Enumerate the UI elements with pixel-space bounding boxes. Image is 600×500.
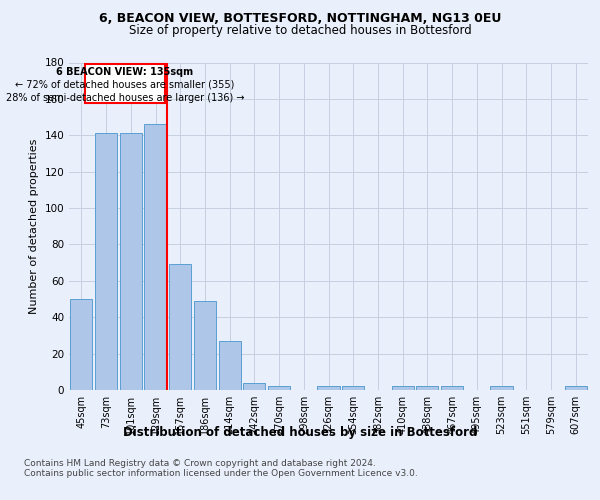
Bar xyxy=(416,386,439,390)
Bar xyxy=(194,301,216,390)
Text: ← 72% of detached houses are smaller (355): ← 72% of detached houses are smaller (35… xyxy=(15,80,235,90)
Bar xyxy=(441,386,463,390)
Bar xyxy=(317,386,340,390)
Bar xyxy=(268,386,290,390)
FancyBboxPatch shape xyxy=(85,64,164,102)
Bar xyxy=(95,134,117,390)
Text: Contains public sector information licensed under the Open Government Licence v3: Contains public sector information licen… xyxy=(24,470,418,478)
Bar xyxy=(243,382,265,390)
Bar xyxy=(490,386,512,390)
Text: Contains HM Land Registry data © Crown copyright and database right 2024.: Contains HM Land Registry data © Crown c… xyxy=(24,458,376,468)
Y-axis label: Number of detached properties: Number of detached properties xyxy=(29,138,39,314)
Bar xyxy=(119,134,142,390)
Text: 28% of semi-detached houses are larger (136) →: 28% of semi-detached houses are larger (… xyxy=(5,92,244,102)
Text: 6 BEACON VIEW: 135sqm: 6 BEACON VIEW: 135sqm xyxy=(56,67,193,77)
Text: Size of property relative to detached houses in Bottesford: Size of property relative to detached ho… xyxy=(128,24,472,37)
Bar xyxy=(218,341,241,390)
Bar xyxy=(169,264,191,390)
Bar xyxy=(392,386,414,390)
Text: 6, BEACON VIEW, BOTTESFORD, NOTTINGHAM, NG13 0EU: 6, BEACON VIEW, BOTTESFORD, NOTTINGHAM, … xyxy=(99,12,501,26)
Text: Distribution of detached houses by size in Bottesford: Distribution of detached houses by size … xyxy=(123,426,477,439)
Bar xyxy=(342,386,364,390)
Bar xyxy=(70,299,92,390)
Bar xyxy=(565,386,587,390)
Bar xyxy=(145,124,167,390)
